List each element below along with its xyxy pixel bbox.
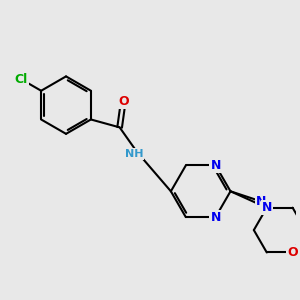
Text: N: N (210, 159, 221, 172)
Text: N: N (262, 201, 272, 214)
Text: Cl: Cl (14, 73, 28, 85)
Text: O: O (287, 246, 298, 259)
Text: N: N (210, 211, 221, 224)
Text: NH: NH (125, 149, 143, 159)
Text: O: O (118, 95, 128, 108)
Text: N: N (256, 195, 266, 208)
